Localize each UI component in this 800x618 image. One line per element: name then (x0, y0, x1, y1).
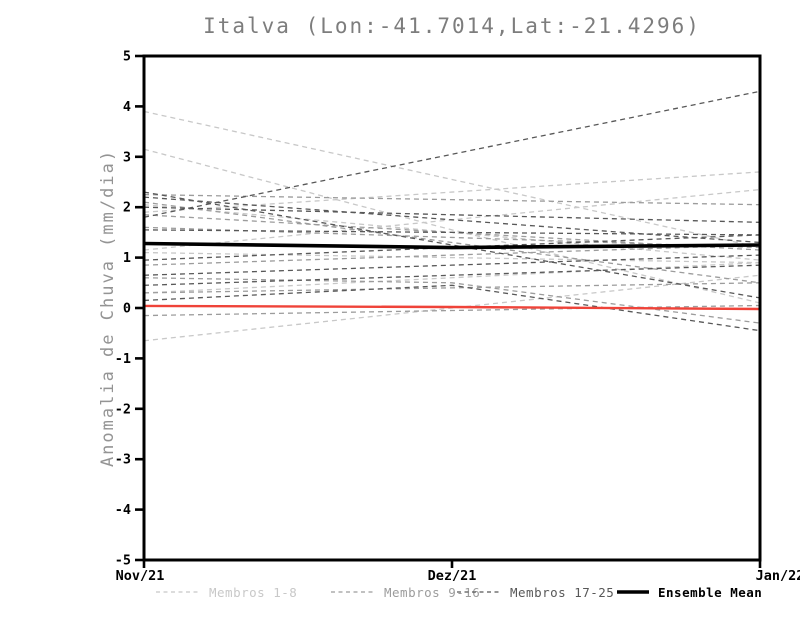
y-tick-label: -4 (115, 502, 131, 518)
ensemble-member-line (143, 264, 761, 286)
legend: Membros 1-8 Membros 9-16 Membros 17-25 E… (0, 582, 800, 604)
ensemble-member-line (143, 193, 761, 206)
ensemble-member-line (143, 229, 761, 236)
ensemble-member-line (143, 110, 761, 249)
legend-label: Ensemble Mean (658, 584, 763, 600)
ensemble-member-line (143, 251, 761, 264)
ensemble-member-line (143, 284, 761, 332)
y-tick-label: 1 (123, 250, 131, 266)
ensemble-mean-line (143, 241, 761, 250)
dashed-line-sample-icon (156, 591, 200, 593)
chart-title: Italva (Lon:-41.7014,Lat:-21.4296) (203, 14, 701, 38)
ensemble-member-line (143, 196, 761, 244)
x-tick-label: Jan/22 (756, 568, 800, 584)
y-tick-label: 2 (123, 200, 131, 216)
y-tick-label: -3 (115, 452, 131, 468)
legend-label: Membros 1-8 (209, 584, 298, 600)
x-tick-label: Nov/21 (116, 568, 165, 584)
ensemble-member-line (143, 261, 761, 294)
ensemble-member-line (143, 148, 761, 304)
y-tick-label: -1 (115, 351, 131, 367)
legend-item-ensemble-mean: Ensemble Mean (616, 582, 762, 602)
dashed-line-sample-icon (331, 591, 375, 593)
legend-item-membros-9-16: Membros 9-16 (330, 582, 480, 602)
y-tick-label: -5 (115, 553, 131, 569)
legend-item-membros-17-25: Membros 17-25 (456, 582, 614, 602)
dashed-line-sample-icon (457, 591, 501, 593)
y-tick-label: -2 (115, 401, 131, 417)
solid-line-sample-icon (617, 590, 649, 594)
y-tick-label: 3 (123, 149, 131, 165)
legend-label: Membros 9-16 (384, 584, 481, 600)
ensemble-member-line (143, 244, 761, 266)
ensemble-member-line (143, 282, 761, 294)
ensemble-member-line (143, 201, 761, 284)
zero-reference-line (143, 304, 761, 311)
y-tick-label: 5 (123, 49, 131, 65)
ensemble-member-line (143, 206, 761, 223)
ensemble-member-line (143, 277, 761, 324)
ensemble-member-line (143, 254, 761, 276)
y-tick-label: 4 (123, 99, 131, 115)
y-tick-label: 0 (123, 301, 131, 317)
legend-label: Membros 17-25 (510, 584, 615, 600)
x-tick-label: Dez/21 (428, 568, 477, 584)
ensemble-member-line (143, 171, 761, 213)
legend-item-membros-1-8: Membros 1-8 (155, 582, 297, 602)
y-axis-label: Anomalia de Chuva (mm/dia) (98, 148, 118, 468)
ensemble-member-line (143, 90, 761, 218)
